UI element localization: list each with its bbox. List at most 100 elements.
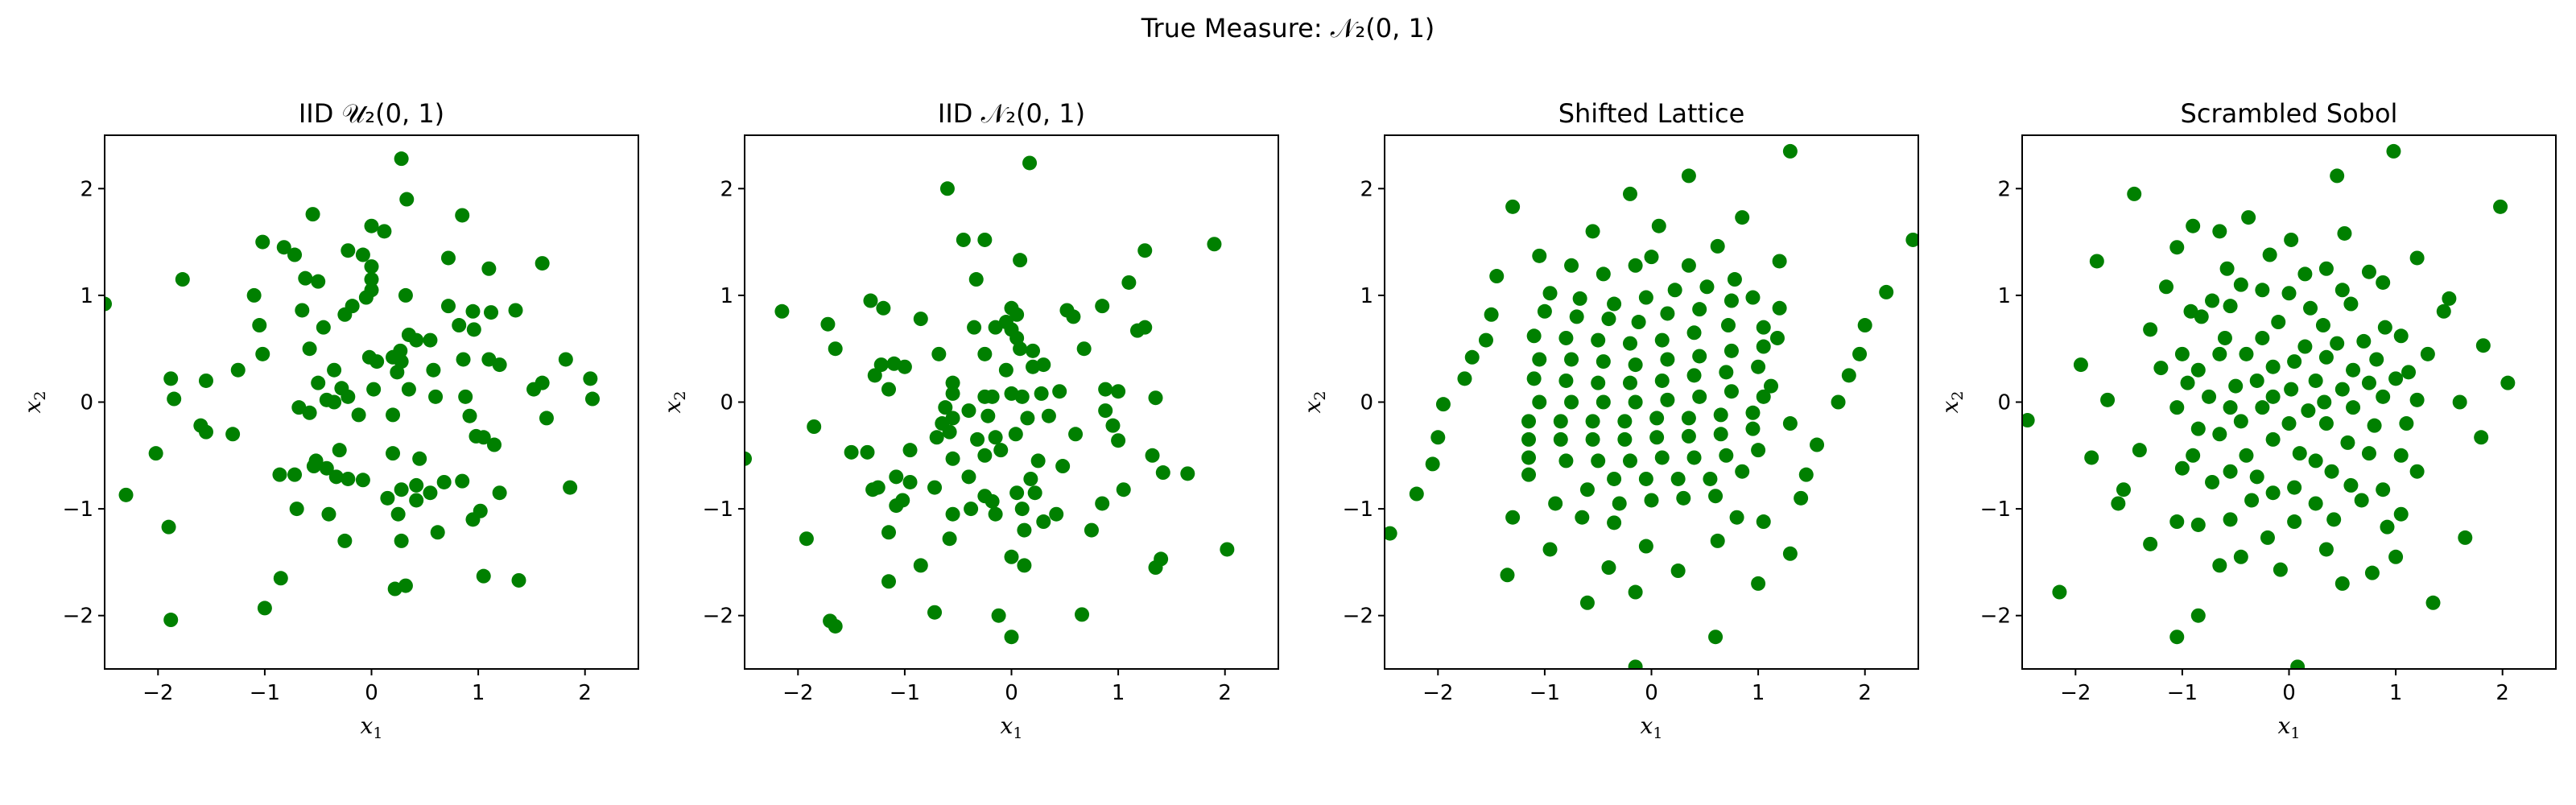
- data-point: [897, 359, 912, 374]
- data-point: [2202, 389, 2217, 404]
- data-point: [1055, 459, 1071, 474]
- data-point: [2100, 392, 2116, 407]
- data-point: [2287, 514, 2302, 530]
- data-point: [945, 451, 960, 466]
- data-point: [2241, 210, 2256, 225]
- data-point: [1425, 456, 1440, 472]
- data-point: [1591, 453, 1606, 469]
- data-point: [2442, 291, 2457, 306]
- data-point: [2271, 315, 2286, 330]
- data-point: [2343, 477, 2359, 493]
- y-tick-label: 1: [720, 284, 733, 308]
- data-point: [2367, 418, 2382, 433]
- data-point: [399, 192, 415, 207]
- data-point: [1137, 320, 1153, 335]
- data-point: [1116, 482, 1131, 497]
- data-point: [2194, 309, 2209, 324]
- data-point: [2425, 595, 2441, 610]
- data-point: [1084, 522, 1099, 538]
- data-point: [2169, 630, 2185, 645]
- data-point: [327, 362, 342, 378]
- y-tick-label: 0: [80, 391, 93, 415]
- subplot-3: Shifted Lattice −2 −1 0 1 2 −2 −1 0 1 2 x1 x2: [1299, 98, 1919, 742]
- data-point: [927, 605, 943, 620]
- y-tick-label: 2: [720, 177, 733, 201]
- data-point: [1667, 283, 1682, 298]
- data-point: [341, 389, 356, 404]
- data-point: [1622, 453, 1637, 469]
- data-point: [492, 357, 507, 373]
- data-point: [2249, 373, 2264, 388]
- data-point: [1564, 394, 1579, 410]
- data-point: [2308, 453, 2323, 469]
- data-point: [272, 467, 287, 482]
- data-point: [2458, 530, 2473, 545]
- data-point: [2022, 413, 2035, 428]
- data-point: [466, 322, 481, 337]
- data-point: [1713, 427, 1728, 442]
- data-point: [1009, 485, 1025, 501]
- data-point: [1782, 143, 1798, 159]
- data-point: [319, 460, 334, 476]
- data-point: [455, 473, 470, 489]
- data-point: [2180, 375, 2195, 390]
- data-point: [977, 448, 993, 463]
- data-point: [1098, 382, 1113, 397]
- data-point: [774, 303, 790, 319]
- data-point: [2174, 346, 2190, 361]
- data-point: [1521, 414, 1537, 429]
- data-point: [889, 469, 904, 485]
- data-point: [2219, 261, 2235, 276]
- data-point: [2143, 536, 2158, 551]
- data-point: [1505, 510, 1521, 525]
- data-point: [1098, 403, 1113, 419]
- data-point: [1649, 430, 1665, 445]
- x-tick-label: −1: [2167, 681, 2198, 705]
- data-point: [1831, 394, 1846, 410]
- data-point: [1484, 307, 1499, 322]
- data-point: [558, 352, 573, 367]
- data-point: [2262, 247, 2277, 262]
- data-point: [2452, 394, 2467, 410]
- data-point: [1708, 630, 1724, 645]
- data-point: [1617, 414, 1633, 429]
- data-point: [1782, 546, 1798, 561]
- data-point: [1537, 303, 1552, 319]
- data-point: [881, 525, 897, 540]
- data-point: [1596, 354, 1611, 369]
- data-point: [2233, 549, 2248, 564]
- y-tick-label: 1: [1360, 284, 1373, 308]
- data-point: [1041, 408, 1056, 423]
- data-point: [807, 419, 822, 434]
- data-point: [1004, 630, 1019, 645]
- data-point: [1769, 330, 1785, 345]
- data-point: [246, 287, 262, 303]
- data-point: [1651, 218, 1666, 233]
- data-point: [2287, 480, 2302, 495]
- data-point: [2174, 460, 2190, 476]
- scatter-points: [2022, 143, 2516, 669]
- data-point: [2290, 659, 2306, 669]
- data-point: [870, 480, 886, 495]
- data-point: [2190, 608, 2206, 623]
- data-point: [584, 391, 600, 407]
- data-point: [1036, 357, 1051, 373]
- data-point: [1686, 450, 1702, 465]
- data-point: [2228, 378, 2244, 394]
- data-point: [302, 405, 317, 420]
- data-point: [1030, 453, 1046, 469]
- data-point: [1435, 397, 1451, 412]
- data-point: [2223, 299, 2238, 314]
- data-point: [287, 467, 303, 482]
- data-point: [409, 493, 424, 508]
- data-point: [481, 352, 497, 367]
- data-point: [1628, 258, 1643, 273]
- data-point: [2346, 400, 2361, 415]
- y-tick-label: −1: [63, 497, 93, 522]
- data-point: [2239, 448, 2254, 463]
- data-point: [1489, 269, 1505, 284]
- data-point: [273, 571, 288, 586]
- data-point: [2190, 362, 2206, 378]
- data-point: [2393, 448, 2409, 463]
- data-point: [828, 618, 843, 634]
